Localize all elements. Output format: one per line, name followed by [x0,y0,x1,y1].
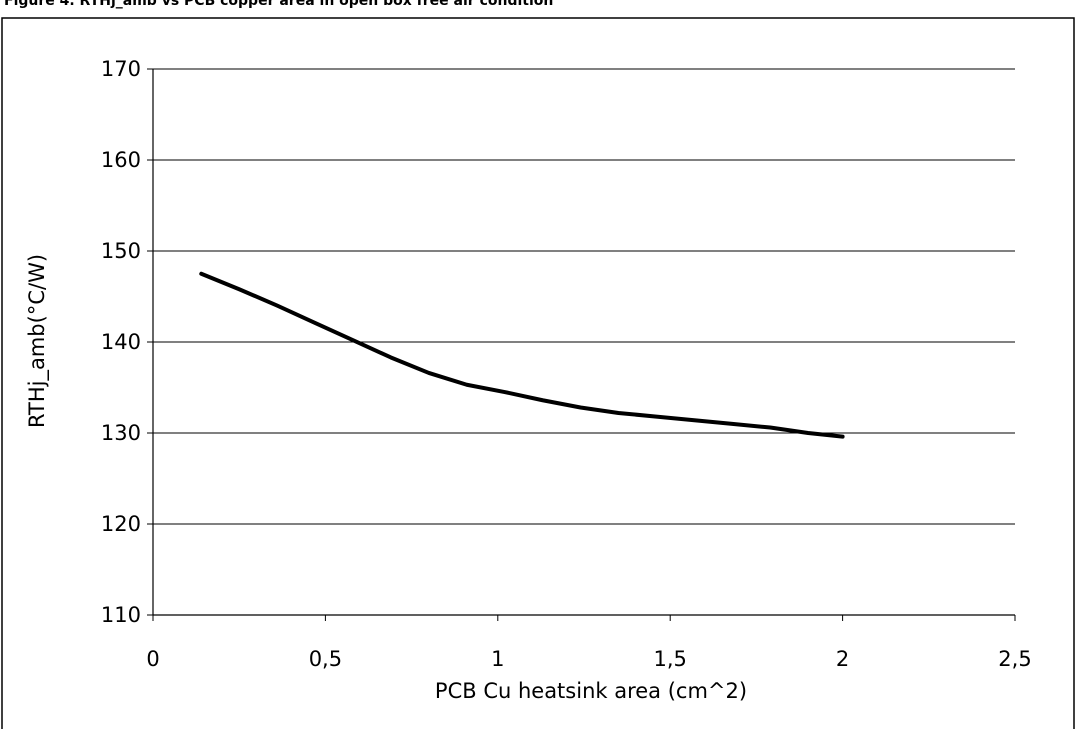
x-tick-label: 2 [836,647,849,671]
data-series [199,271,845,439]
y-tick-label: 170 [101,57,141,81]
figure-caption: Figure 4. RTHj_amb vs PCB copper area in… [4,0,554,9]
gridlines [153,68,1015,525]
x-tick-label: 1,5 [653,647,686,671]
y-tick-label: 110 [101,603,141,627]
y-tick-label: 140 [101,330,141,354]
tick-labels: 110 120 130 140 150 160 170 0 0,5 1 1,5 2 2,5 [101,57,1032,671]
figure-border [1,17,1075,729]
series-line [199,271,845,439]
x-axis-label: PCB Cu heatsink area (cm^2) [435,679,747,703]
y-axis-label: RTHj_amb(°C/W) [25,254,50,428]
x-tick-label: 0 [146,647,159,671]
y-tick-label: 130 [101,421,141,445]
x-tick-label: 1 [491,647,504,671]
x-tick-label: 2,5 [998,647,1031,671]
axes [147,68,1016,621]
x-tick-label: 0,5 [309,647,342,671]
y-tick-label: 120 [101,512,141,536]
y-tick-label: 150 [101,239,141,263]
y-tick-label: 160 [101,148,141,172]
